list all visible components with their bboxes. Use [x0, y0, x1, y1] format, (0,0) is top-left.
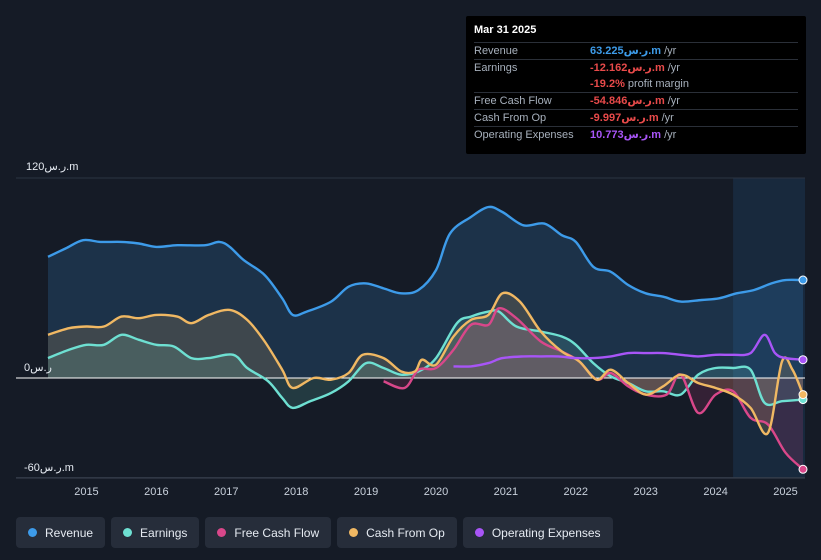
tooltip-row-value: 10.773ر.س.m	[590, 129, 662, 141]
tooltip-row-label: Free Cash Flow	[474, 95, 552, 107]
tooltip-row-label: Operating Expenses	[474, 129, 574, 141]
cash-from-op-area	[48, 292, 803, 435]
chart-plot: 2015 2016 2017 2018 2019 2020 2021 2022 2023 2024…	[16, 177, 808, 498]
legend-item-free-cash-flow[interactable]: Free Cash Flow	[205, 517, 332, 548]
y-tick-label-top: 120ر.س.m	[26, 161, 79, 173]
legend-dot-icon	[28, 528, 37, 537]
tooltip-row: Cash From Op -9.997ر.س.m/yr	[474, 109, 798, 126]
legend-label: Cash From Op	[366, 525, 445, 540]
revenue-area	[48, 206, 803, 378]
legend-label: Earnings	[140, 525, 188, 540]
operating-expenses-end-point	[798, 355, 808, 365]
tooltip-row-value: 63.225ر.س.m	[590, 45, 662, 57]
x-tick-label: 2022	[564, 486, 588, 498]
legend: Revenue Earnings Free Cash Flow Cash From O…	[16, 517, 613, 548]
x-tick-label: 2017	[214, 486, 238, 498]
tooltip-row-unit: profit margin	[627, 78, 689, 90]
tooltip-row-unit: /yr	[667, 95, 680, 107]
revenue-line	[47, 205, 804, 317]
legend-item-operating-expenses[interactable]: Operating Expenses	[462, 517, 613, 548]
legend-dot-icon	[217, 528, 227, 537]
cash-from-op-line	[47, 291, 805, 436]
tooltip-row: Operating Expenses 10.773ر.س.m/yr	[474, 126, 798, 143]
legend-label: Operating Expenses	[491, 525, 601, 540]
tooltip-date: Mar 31 2025	[474, 24, 537, 36]
x-tick-label: 2018	[284, 486, 308, 498]
x-tick-label: 2024	[703, 486, 727, 498]
x-tick-label: 2021	[494, 486, 518, 498]
legend-dot-icon	[474, 528, 484, 537]
tooltip-row-label: Cash From Op	[474, 112, 547, 124]
legend-dot-icon	[349, 528, 359, 537]
free-cash-flow-end-point	[798, 464, 808, 474]
tooltip-row: -19.2% profit margin	[474, 76, 798, 92]
revenue-end-point	[798, 275, 808, 285]
tooltip-row-value: -19.2%	[590, 78, 625, 90]
free-cash-flow-area	[383, 308, 803, 470]
legend-item-cash-from-op[interactable]: Cash From Op	[337, 517, 457, 548]
tooltip-row-unit: /yr	[667, 62, 680, 74]
tooltip-row-value: -12.162ر.س.m	[590, 62, 665, 74]
legend-item-earnings[interactable]: Earnings	[111, 517, 200, 548]
tooltip-panel: Mar 31 2025 Revenue 63.225ر.س.m/yr Earning…	[466, 16, 806, 154]
legend-label: Free Cash Flow	[234, 525, 320, 540]
tooltip-row-value: -54.846ر.س.m	[590, 95, 665, 107]
cash-from-op-end-point	[798, 390, 808, 400]
tooltip-row-label: Revenue	[474, 45, 519, 57]
y-tick-label-bottom: -60ر.س.m	[24, 462, 74, 474]
legend-label: Revenue	[45, 525, 94, 540]
x-tick-label: 2023	[633, 486, 657, 498]
tooltip-row-unit: /yr	[664, 129, 677, 141]
tooltip-row: Earnings -12.162ر.س.m/yr	[474, 59, 798, 76]
tooltip-row: Free Cash Flow -54.846ر.س.m/yr	[474, 92, 798, 109]
tooltip-row-unit: /yr	[664, 45, 677, 57]
x-tick-label: 2020	[424, 486, 448, 498]
tooltip-row-label	[474, 76, 590, 92]
legend-item-revenue[interactable]: Revenue	[16, 517, 106, 548]
tooltip-row-value: -9.997ر.س.m	[590, 112, 659, 124]
x-tick-label: 2015	[74, 486, 98, 498]
x-tick-label: 2025	[773, 486, 797, 498]
x-tick-label: 2019	[354, 486, 378, 498]
tooltip-row: Revenue 63.225ر.س.m/yr	[474, 42, 798, 59]
earnings-line	[47, 309, 804, 410]
y-tick-label-zero: 0ر.س	[24, 362, 52, 374]
legend-dot-icon	[123, 528, 133, 537]
operating-expenses-line	[453, 333, 804, 368]
tooltip-row-unit: /yr	[661, 112, 674, 124]
tooltip-row-label: Earnings	[474, 62, 518, 74]
x-tick-label: 2016	[144, 486, 168, 498]
